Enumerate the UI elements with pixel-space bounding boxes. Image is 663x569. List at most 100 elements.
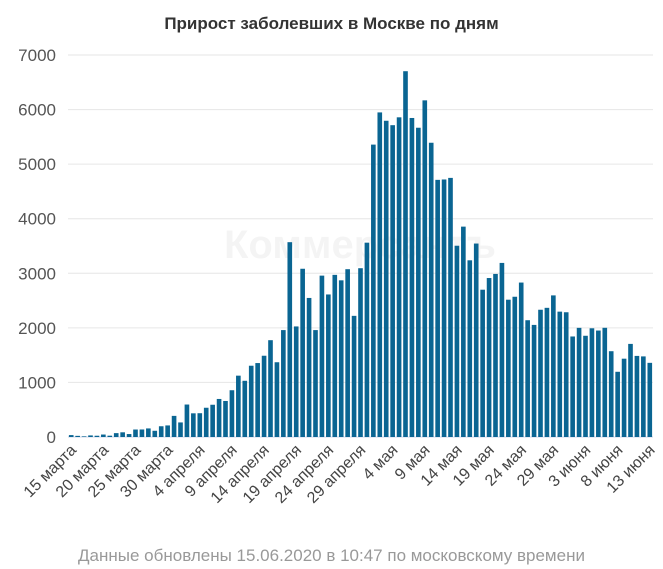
bar [358, 268, 363, 437]
bar [139, 429, 145, 437]
bar [281, 330, 286, 437]
bar [409, 117, 415, 437]
y-tick-label: 4000 [18, 210, 56, 229]
bar [113, 433, 119, 437]
bar [538, 309, 543, 437]
bar [120, 432, 125, 437]
bar [248, 365, 254, 437]
bar [563, 312, 569, 437]
bar [287, 242, 293, 437]
bar [583, 335, 588, 437]
bar [242, 380, 248, 437]
bar [319, 275, 325, 437]
bar [641, 356, 646, 437]
bar [589, 328, 595, 437]
bar [621, 358, 627, 437]
bar [184, 404, 190, 437]
bar [68, 435, 74, 437]
bar [435, 179, 440, 438]
bar [506, 299, 511, 437]
bar [531, 324, 537, 437]
bar [551, 295, 556, 437]
update-note: Данные обновлены 15.06.2020 в 10:47 по м… [78, 546, 585, 565]
bar [422, 100, 428, 437]
bar [602, 327, 608, 437]
bar [486, 278, 492, 437]
bar [338, 280, 344, 437]
bar [634, 355, 640, 437]
bar [268, 340, 273, 437]
bar [171, 415, 177, 437]
bar [525, 320, 530, 437]
bar [615, 371, 620, 437]
bar [570, 336, 575, 437]
bar [454, 245, 460, 437]
y-tick-label: 6000 [18, 101, 56, 120]
y-tick-label: 2000 [18, 319, 56, 338]
bar [306, 297, 312, 437]
bar [300, 268, 305, 437]
bar [628, 343, 633, 437]
bar [557, 311, 563, 437]
bar [647, 362, 653, 437]
bar [165, 425, 170, 437]
bar [146, 428, 151, 437]
bars [68, 71, 653, 438]
y-tick-label: 1000 [18, 373, 56, 392]
bar [416, 127, 421, 438]
bar [178, 422, 183, 437]
bar [493, 273, 498, 437]
bar [428, 142, 434, 437]
bar [518, 282, 524, 437]
bar [216, 398, 222, 437]
bar [345, 269, 350, 437]
bar [383, 120, 389, 437]
x-tick-label: 4 мая [360, 442, 402, 484]
bar [403, 71, 408, 438]
y-tick-label: 0 [47, 428, 56, 447]
bar [313, 330, 318, 437]
bar [255, 363, 260, 437]
bar [236, 375, 241, 437]
bar [94, 435, 100, 437]
bar [544, 307, 550, 437]
bar [326, 294, 331, 437]
y-tick-label: 5000 [18, 155, 56, 174]
bar [596, 330, 601, 437]
bar [81, 436, 87, 437]
bar [364, 242, 370, 437]
bar [576, 327, 582, 437]
bar [75, 435, 80, 437]
bar [223, 400, 228, 437]
bar [441, 179, 447, 438]
bar [88, 435, 93, 437]
bar [293, 326, 299, 437]
bar [191, 413, 196, 437]
bar [152, 430, 158, 437]
bar [448, 177, 453, 437]
bar [210, 404, 215, 437]
bar [274, 362, 280, 437]
bar [467, 260, 473, 437]
y-axis-ticks: 0 1000 2000 3000 4000 5000 6000 7000 [18, 46, 56, 447]
chart-title: Прирост заболевших в Москве по дням [164, 14, 499, 33]
y-tick-label: 3000 [18, 264, 56, 283]
bar [133, 429, 138, 437]
bar [197, 413, 203, 437]
bar [158, 426, 164, 437]
bar [261, 355, 267, 437]
bar [371, 144, 376, 438]
bar [377, 112, 383, 437]
bar [390, 125, 395, 438]
bar [608, 351, 614, 437]
bar [461, 226, 466, 437]
bar [480, 289, 485, 437]
bar [126, 434, 132, 437]
bar [101, 434, 106, 437]
bar [499, 262, 505, 437]
y-tick-label: 7000 [18, 46, 56, 65]
bar [396, 117, 402, 437]
bar [351, 315, 357, 437]
bar [512, 296, 518, 437]
